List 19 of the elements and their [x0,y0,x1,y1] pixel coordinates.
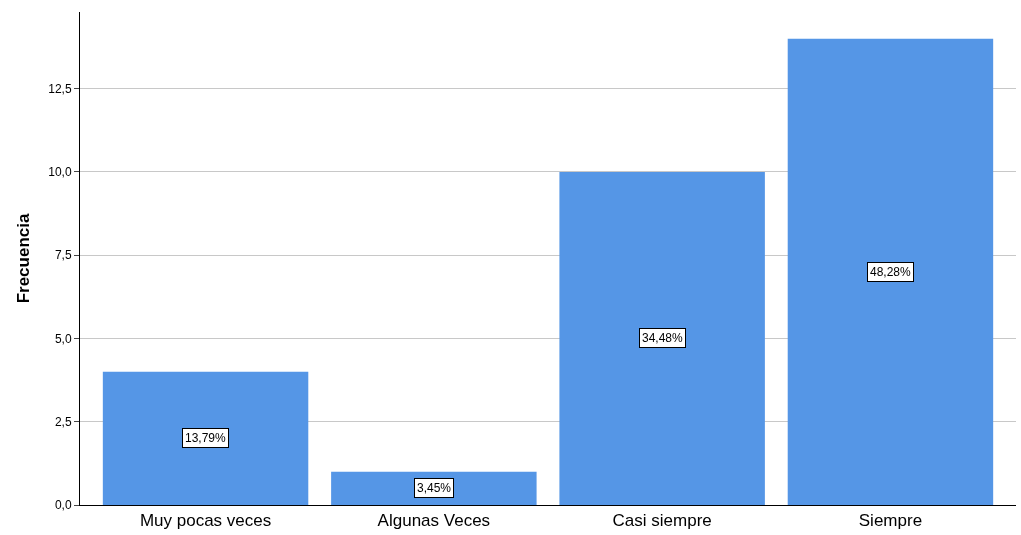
y-tick-label: 10,0 [48,165,72,180]
annotation: 34,48% [642,331,684,345]
annotation: 48,28% [870,265,912,279]
y-axis-title: Frecuencia [13,213,33,304]
bar [331,471,537,505]
y-tick-label: 2,5 [54,414,72,429]
bar [102,371,309,505]
y-tick-label: 7,5 [54,248,72,263]
bar [787,38,994,505]
x-tick-label: Muy pocas veces [139,511,272,531]
annotation: 13,79% [185,431,227,445]
y-tick-label: 12,5 [48,81,72,96]
y-tick-label: 0,0 [54,498,72,513]
annotation: 3,45% [417,481,452,495]
x-tick-label: Siempre [858,511,923,531]
bar [559,171,765,505]
y-tick-label: 5,0 [54,331,72,346]
x-tick-label: Algunas Veces [377,511,491,531]
x-tick-label: Casi siempre [612,511,712,531]
